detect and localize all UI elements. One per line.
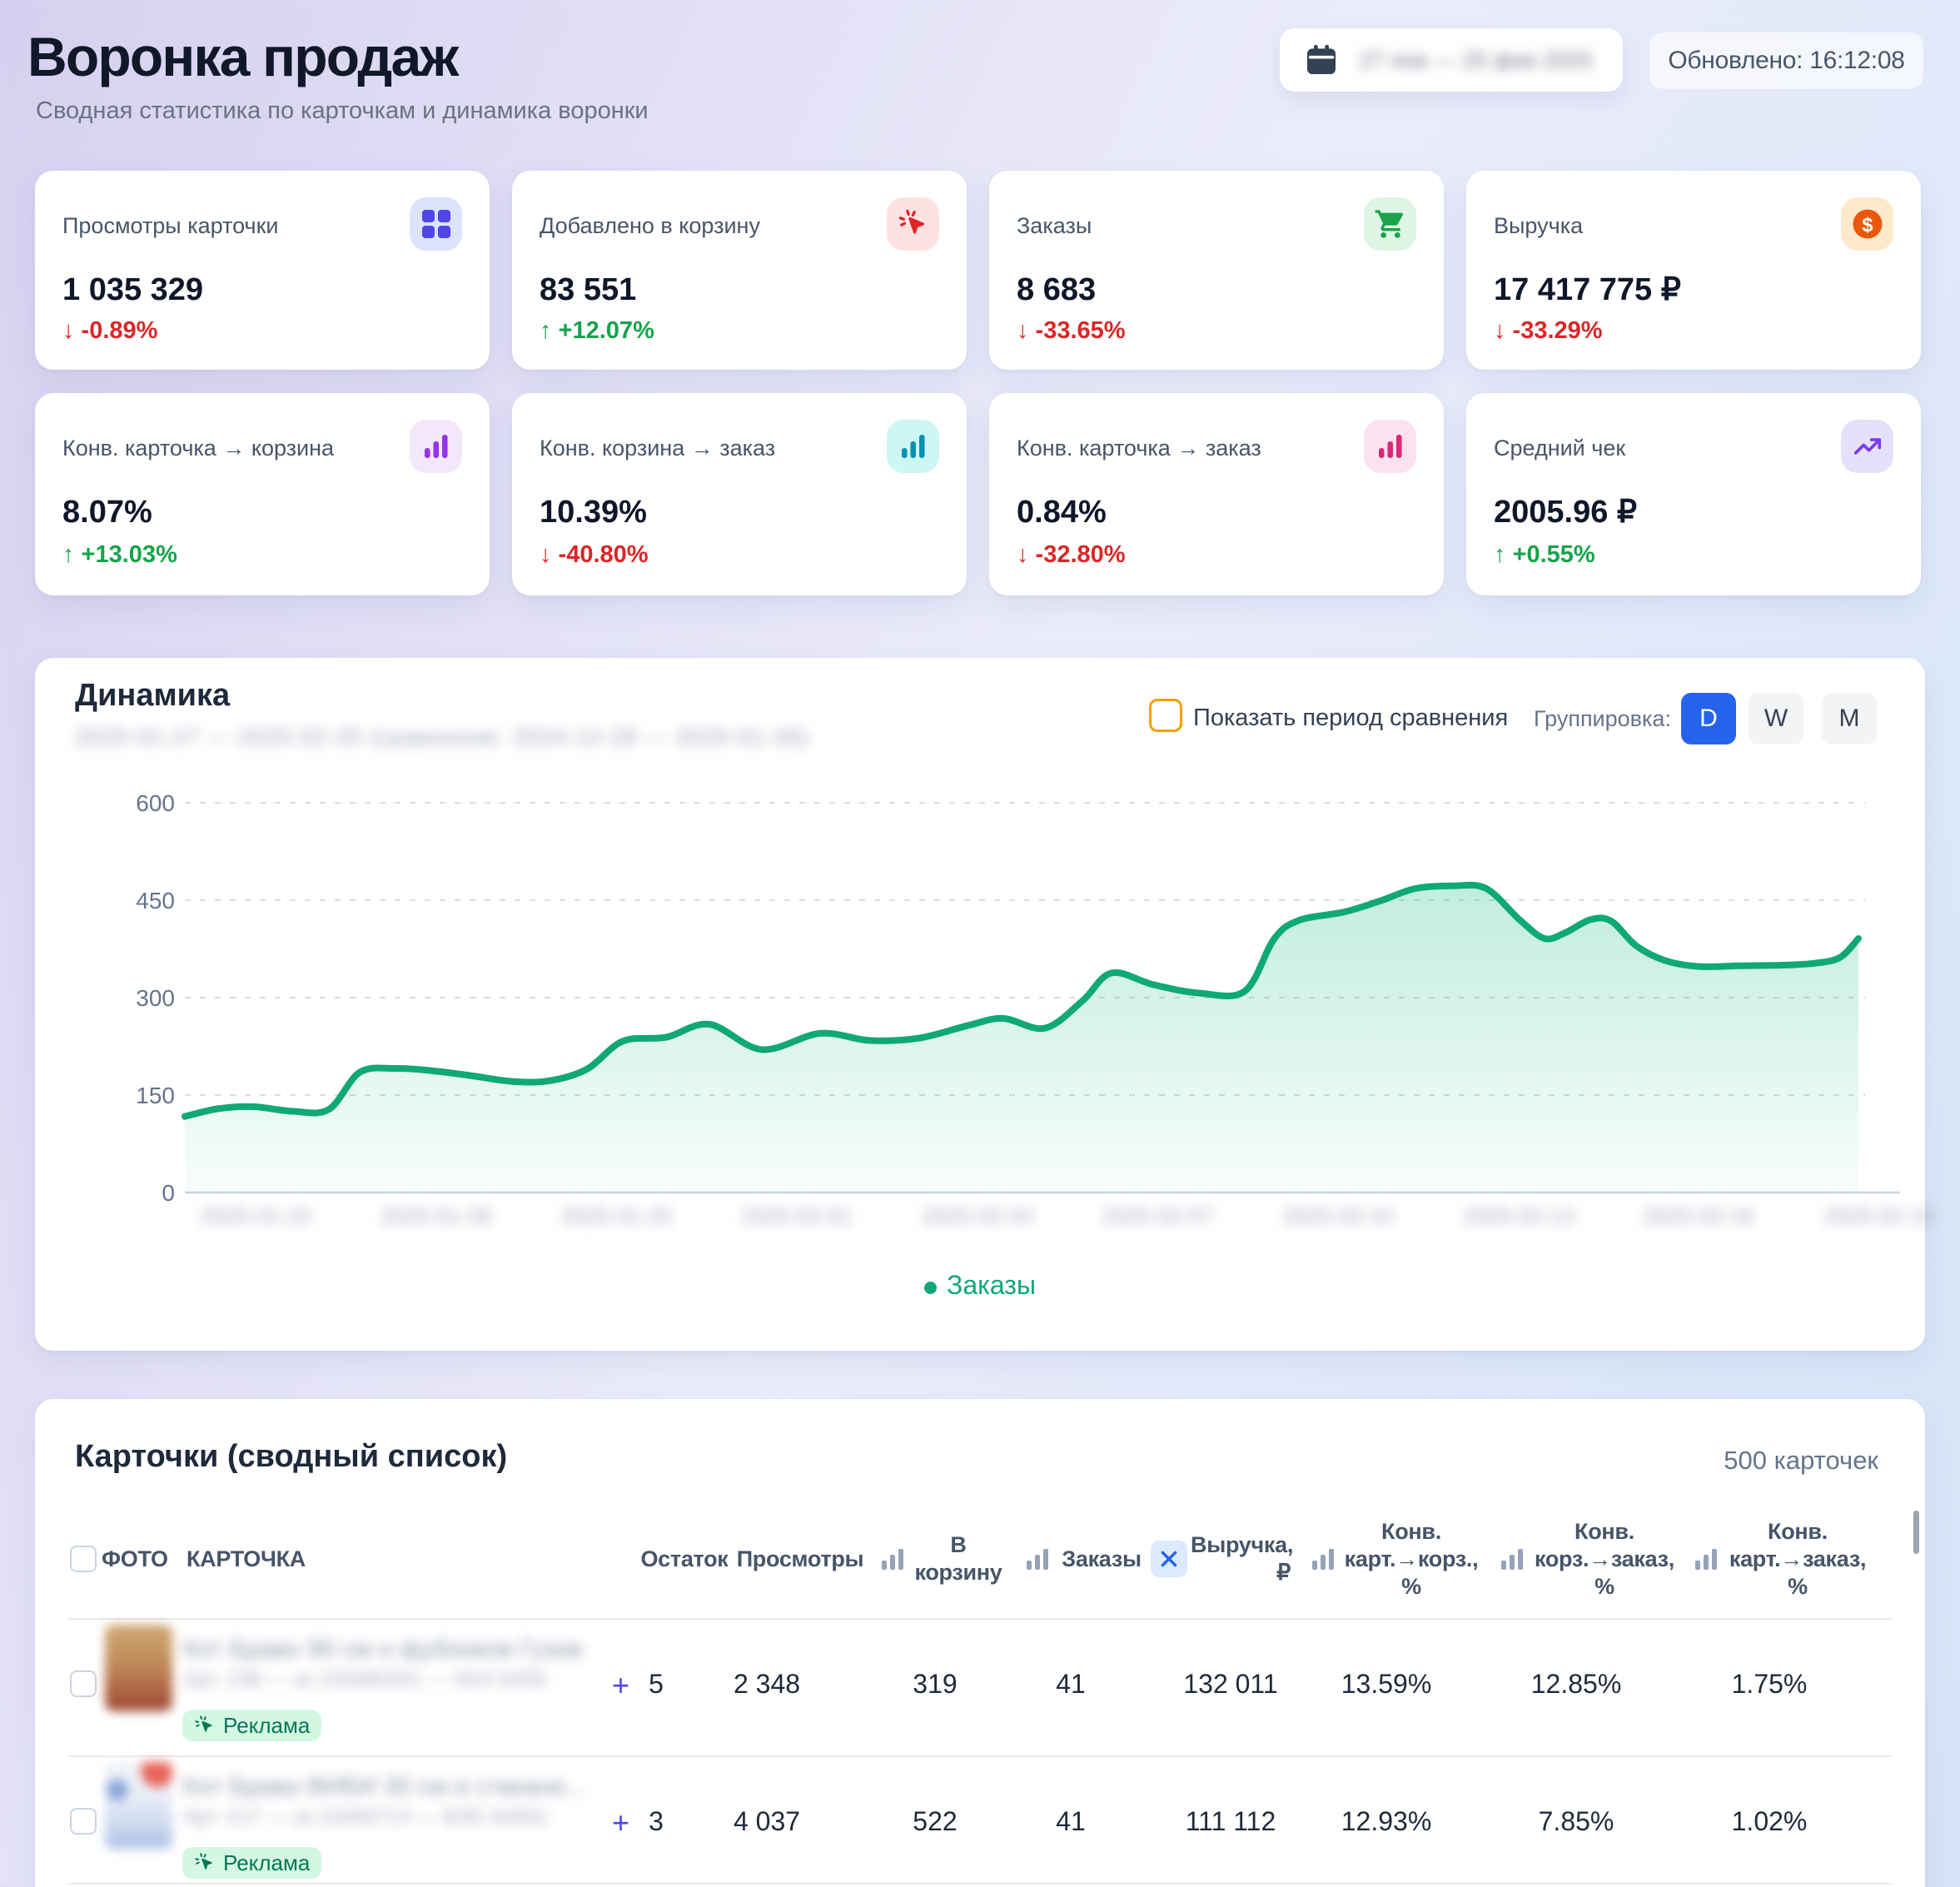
svg-text:450: 450 [136, 888, 175, 914]
svg-text:0: 0 [162, 1180, 175, 1206]
svg-text:150: 150 [136, 1083, 175, 1108]
svg-text:600: 600 [136, 790, 175, 816]
svg-text:300: 300 [136, 985, 175, 1011]
svg-text:$: $ [1862, 215, 1873, 236]
